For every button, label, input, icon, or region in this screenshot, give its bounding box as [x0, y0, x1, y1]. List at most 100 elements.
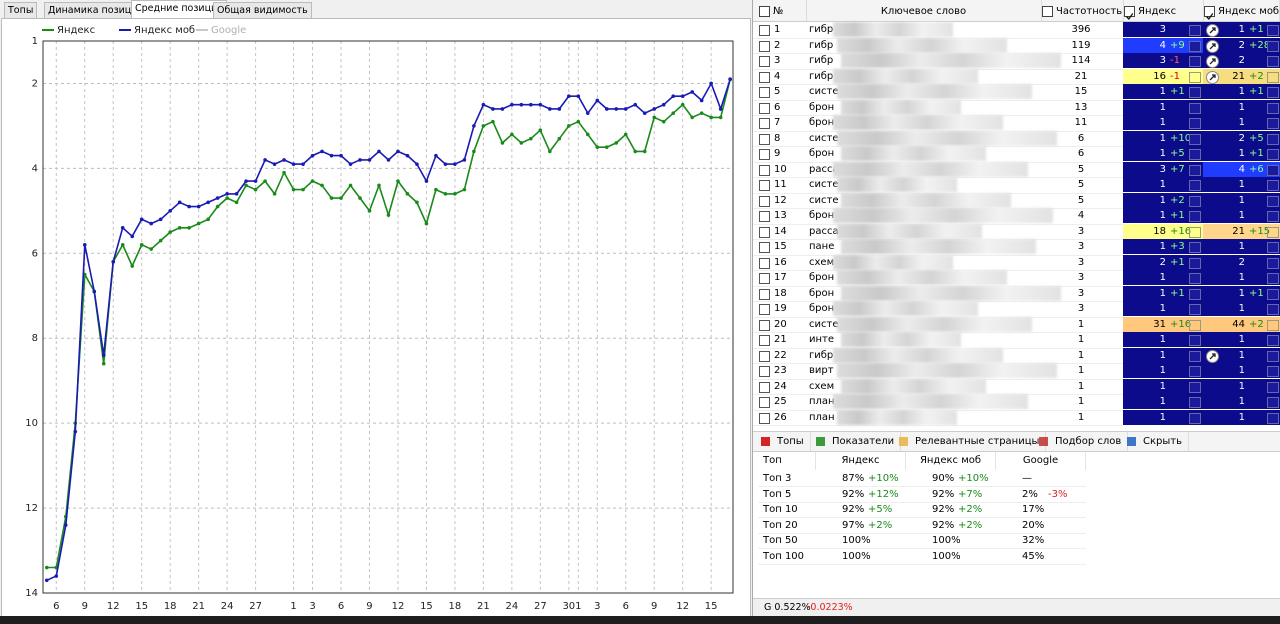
table-row[interactable]: 14 расса 3 18 +16 21 +15 [753, 223, 1280, 240]
chart-icon[interactable] [1267, 195, 1279, 207]
checkbox[interactable] [759, 118, 770, 129]
checkbox[interactable] [759, 257, 770, 269]
checkbox[interactable] [759, 273, 770, 284]
chart-icon[interactable] [1189, 133, 1201, 145]
chart-icon[interactable] [1267, 319, 1279, 331]
checkbox[interactable] [759, 412, 770, 424]
checkbox[interactable] [759, 56, 770, 67]
checkbox[interactable] [759, 40, 770, 52]
checkbox[interactable] [759, 87, 770, 98]
checkbox[interactable] [759, 102, 770, 114]
chart-icon[interactable] [1189, 195, 1201, 207]
chart-icon[interactable] [1267, 211, 1279, 222]
chart-icon[interactable] [1267, 304, 1279, 315]
table-row[interactable]: 7 брон 11 1 1 [753, 115, 1280, 132]
table-row[interactable]: 26 план 1 1 1 [753, 409, 1280, 426]
table-row[interactable]: 6 брон 13 1 1 [753, 99, 1280, 116]
table-row[interactable]: 22 гибр 1 1 1 [753, 347, 1280, 364]
chart-icon[interactable] [1189, 87, 1201, 98]
chart-icon[interactable] [1267, 273, 1279, 284]
checkbox[interactable] [759, 149, 770, 160]
table-row[interactable]: 4 гибр 21 16 -1 21 +2 [753, 68, 1280, 85]
table-row[interactable]: 2 гибр 119 4 +9 2 +28 [753, 37, 1280, 54]
chart-icon[interactable] [1189, 350, 1201, 362]
checkbox[interactable] [759, 335, 770, 346]
chart-icon[interactable] [1189, 381, 1201, 393]
chart-icon[interactable] [1189, 149, 1201, 160]
chart-icon[interactable] [1267, 335, 1279, 346]
table-row[interactable]: 12 систе 5 1 +2 1 [753, 192, 1280, 209]
table-row[interactable]: 9 брон 6 1 +5 1 +1 [753, 146, 1280, 163]
chart-icon[interactable] [1189, 319, 1201, 331]
chart-icon[interactable] [1267, 133, 1279, 145]
checkbox[interactable] [759, 381, 770, 393]
chart-icon[interactable] [1189, 102, 1201, 114]
chart-icon[interactable] [1267, 56, 1279, 67]
checkbox[interactable] [759, 226, 770, 238]
checkbox[interactable] [759, 242, 770, 253]
chart-icon[interactable] [1267, 288, 1279, 300]
column-header[interactable]: Ключевое слово [806, 0, 1042, 21]
chart-icon[interactable] [1189, 118, 1201, 129]
table-row[interactable]: 19 брон 3 1 1 [753, 301, 1280, 318]
chart-icon[interactable] [1267, 257, 1279, 269]
checkbox[interactable] [759, 195, 770, 207]
checkbox[interactable] [759, 6, 770, 17]
chart-icon[interactable] [1189, 335, 1201, 346]
chart-icon[interactable] [1267, 87, 1279, 98]
chart-icon[interactable] [1267, 381, 1279, 393]
checkbox[interactable] [1042, 6, 1053, 17]
chart-icon[interactable] [1267, 397, 1279, 408]
column-header[interactable]: Яндекс [1123, 0, 1204, 21]
table-row[interactable]: 3 гибр 114 3 -1 2 [753, 53, 1280, 70]
checkbox[interactable] [759, 304, 770, 315]
chart-icon[interactable] [1189, 180, 1201, 191]
checkbox[interactable] [759, 397, 770, 408]
column-header[interactable]: Яндекс моб [1203, 0, 1280, 21]
table-row[interactable]: 1 гибр 396 3 1 +1 [753, 22, 1280, 39]
chart-icon[interactable] [1267, 412, 1279, 424]
checkbox[interactable] [759, 71, 770, 83]
chart-icon[interactable] [1267, 180, 1279, 191]
chart-icon[interactable] [1189, 164, 1201, 176]
chart-icon[interactable] [1189, 273, 1201, 284]
table-row[interactable]: 25 план 1 1 1 [753, 394, 1280, 411]
chart-icon[interactable] [1189, 242, 1201, 253]
chart-icon[interactable] [1267, 366, 1279, 377]
chart-icon[interactable] [1267, 25, 1279, 36]
chart-icon[interactable] [1189, 304, 1201, 315]
chart-icon[interactable] [1267, 102, 1279, 114]
checkbox[interactable] [759, 319, 770, 331]
chart-icon[interactable] [1267, 164, 1279, 176]
chart-icon[interactable] [1189, 226, 1201, 238]
checkbox[interactable] [759, 180, 770, 191]
table-row[interactable]: 11 систе 5 1 1 [753, 177, 1280, 194]
chart-icon[interactable] [1189, 211, 1201, 222]
chart-icon[interactable] [1189, 40, 1201, 52]
checkbox[interactable] [759, 25, 770, 36]
bottom-tab[interactable]: Топы [761, 432, 811, 451]
chart-icon[interactable] [1189, 257, 1201, 269]
bottom-tab[interactable]: Показатели [816, 432, 902, 451]
table-row[interactable]: 16 схем 3 2 +1 2 [753, 254, 1280, 271]
column-header[interactable]: № [758, 0, 807, 21]
chart-icon[interactable] [1267, 40, 1279, 52]
chart-icon[interactable] [1189, 366, 1201, 377]
checkbox[interactable] [759, 366, 770, 377]
chart-icon[interactable] [1189, 412, 1201, 424]
table-row[interactable]: 21 инте 1 1 1 [753, 332, 1280, 349]
bottom-tab[interactable]: Релевантные страницы [899, 432, 1047, 451]
checkbox[interactable] [759, 164, 770, 176]
chart-icon[interactable] [1267, 350, 1279, 362]
chart-icon[interactable] [1189, 397, 1201, 408]
chart-icon[interactable] [1267, 149, 1279, 160]
table-row[interactable]: 24 схем 1 1 1 [753, 378, 1280, 395]
table-row[interactable]: 10 расса 5 3 +7 4 +6 [753, 161, 1280, 178]
table-row[interactable]: 20 систе 1 31 +16 44 +2 [753, 316, 1280, 333]
column-header[interactable]: Частотность [1041, 0, 1124, 21]
checkbox[interactable] [1124, 6, 1135, 21]
checkbox[interactable] [759, 350, 770, 362]
chart-icon[interactable] [1267, 242, 1279, 253]
table-row[interactable]: 15 пане 3 1 +3 1 [753, 239, 1280, 256]
checkbox[interactable] [1204, 6, 1215, 21]
